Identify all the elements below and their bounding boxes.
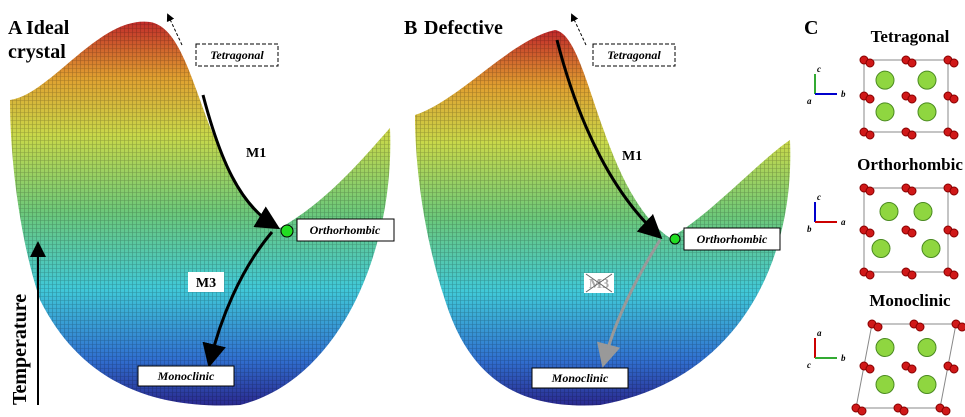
axis-label: c xyxy=(817,192,821,202)
path-label: M1 xyxy=(246,146,266,161)
anion-atom xyxy=(866,95,874,103)
pointer xyxy=(572,15,586,45)
anion-atom xyxy=(866,271,874,279)
surface-mesh xyxy=(415,30,790,406)
anion-atom xyxy=(908,187,916,195)
path-label: M3 xyxy=(196,276,216,291)
axis-label: c xyxy=(817,64,821,74)
anion-atom xyxy=(908,229,916,237)
axis-label: c xyxy=(807,360,811,370)
state-label: Orthorhombic xyxy=(697,232,768,246)
cation-atom xyxy=(914,203,932,221)
cation-atom xyxy=(918,103,936,121)
cation-atom xyxy=(876,375,894,393)
axis-label: a xyxy=(841,217,846,227)
axis-label: b xyxy=(807,224,812,234)
panel-title: Ideal xyxy=(26,17,70,39)
panel-title: crystal xyxy=(8,41,66,63)
surface-mesh xyxy=(10,22,390,406)
anion-atom xyxy=(950,365,958,373)
axis-label: a xyxy=(807,96,812,106)
panel-c: C Tetragonal c b a Orthorhombic c a b Monoclinic… xyxy=(804,17,965,415)
axis-label: a xyxy=(817,328,822,338)
panel-title: Defective xyxy=(424,17,503,39)
structure-title: Orthorhombic xyxy=(857,155,963,174)
figure: A Ideal crystal Tetragonal M1 M3 Orthorh… xyxy=(0,0,965,417)
anion-atom xyxy=(942,407,950,415)
panel-b: B Defective Tetragonal M1 M3 Orthorhombi… xyxy=(404,15,790,406)
state-label: Monoclinic xyxy=(157,369,215,383)
state-label: Orthorhombic xyxy=(310,223,381,237)
anion-atom xyxy=(958,323,965,331)
anion-atom xyxy=(908,271,916,279)
anion-atom xyxy=(908,95,916,103)
anion-atom xyxy=(916,323,924,331)
panel-letter: A xyxy=(8,17,23,39)
anion-atom xyxy=(950,229,958,237)
cation-atom xyxy=(876,71,894,89)
anion-atom xyxy=(950,131,958,139)
cation-atom xyxy=(922,239,940,257)
state-label: Tetragonal xyxy=(607,48,661,62)
structure-title: Monoclinic xyxy=(869,291,951,310)
cation-atom xyxy=(918,339,936,357)
anion-atom xyxy=(866,365,874,373)
axis-label: b xyxy=(841,353,846,363)
state-label: Tetragonal xyxy=(210,48,264,62)
axis-label: Temperature xyxy=(9,294,31,405)
anion-atom xyxy=(950,271,958,279)
anion-atom xyxy=(950,95,958,103)
state-dot xyxy=(281,225,293,237)
axis-label: b xyxy=(841,89,846,99)
panel-a: A Ideal crystal Tetragonal M1 M3 Orthorh… xyxy=(8,15,394,406)
anion-atom xyxy=(908,59,916,67)
cation-atom xyxy=(918,375,936,393)
path-label: M3 xyxy=(589,277,609,292)
anion-atom xyxy=(950,187,958,195)
panel-letter: B xyxy=(404,17,417,39)
anion-atom xyxy=(908,365,916,373)
path-label: M1 xyxy=(622,149,642,164)
cation-atom xyxy=(918,71,936,89)
panel-letter: C xyxy=(804,17,818,39)
anion-atom xyxy=(866,229,874,237)
anion-atom xyxy=(908,131,916,139)
anion-atom xyxy=(866,131,874,139)
anion-atom xyxy=(858,407,866,415)
anion-atom xyxy=(950,59,958,67)
anion-atom xyxy=(900,407,908,415)
structure-title: Tetragonal xyxy=(871,27,950,46)
state-dot xyxy=(670,234,680,244)
cation-atom xyxy=(876,103,894,121)
cation-atom xyxy=(872,239,890,257)
anion-atom xyxy=(874,323,882,331)
cation-atom xyxy=(876,339,894,357)
state-label: Monoclinic xyxy=(551,371,609,385)
anion-atom xyxy=(866,187,874,195)
anion-atom xyxy=(866,59,874,67)
cation-atom xyxy=(880,203,898,221)
